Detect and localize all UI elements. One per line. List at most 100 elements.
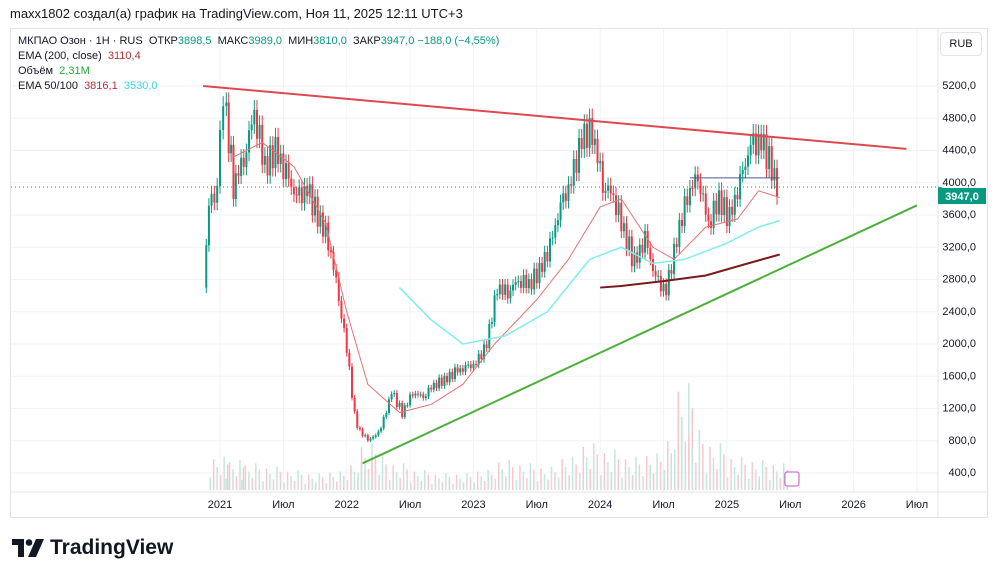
candle-body — [287, 162, 290, 179]
candle-body — [739, 174, 742, 200]
chart-frame[interactable] — [10, 28, 988, 518]
ema50100-label: EMA 50/100 — [18, 80, 78, 92]
candle-body — [230, 144, 233, 154]
legend: МКПАО Озон · 1H · RUS ОТКР3898,5 МАКС398… — [18, 34, 499, 94]
volume-bar — [226, 464, 229, 490]
volume-bar — [579, 472, 581, 490]
volume-bar — [758, 476, 760, 490]
volume-bar — [388, 480, 391, 490]
volume-bar — [709, 446, 711, 490]
volume-bar — [385, 464, 387, 490]
volume-bar — [311, 478, 313, 490]
volume-bar — [232, 469, 234, 490]
volume-bar — [765, 467, 767, 490]
candle-body — [496, 294, 499, 296]
candle-body — [207, 205, 210, 246]
candle-body — [340, 301, 343, 319]
ema50-line — [230, 141, 780, 414]
volume-bar — [614, 450, 616, 490]
candle-body — [694, 174, 697, 189]
y-tick-label: 3200,0 — [942, 241, 976, 253]
y-tick-label: 1600,0 — [942, 370, 976, 382]
volume-bar — [209, 477, 211, 490]
candle-body — [554, 225, 557, 238]
volume-bar — [480, 476, 482, 490]
volume-bar — [406, 469, 408, 490]
candle-body — [720, 190, 723, 216]
candle-body — [601, 161, 604, 193]
volume-bar — [663, 470, 666, 490]
support-trendline — [362, 204, 918, 465]
volume-bar — [557, 477, 560, 490]
candle-body — [327, 222, 330, 251]
volume-bar — [547, 479, 549, 490]
volume-bar — [339, 471, 342, 490]
ema100-value: 3530,0 — [123, 80, 158, 92]
candle-body — [300, 187, 303, 204]
candle-body — [691, 187, 694, 189]
candle-body — [533, 268, 536, 290]
volume-bar — [754, 469, 757, 490]
candle-body — [578, 137, 581, 173]
high-label: МАКС — [217, 35, 249, 47]
candle-body — [662, 283, 665, 292]
candle-body — [723, 197, 726, 216]
x-tick-label: 2026 — [841, 499, 865, 511]
volume-bar — [219, 474, 222, 490]
candle-body — [736, 194, 739, 200]
y-tick-label: 1200,0 — [942, 403, 976, 415]
volume-bar — [469, 477, 472, 490]
candle-body — [290, 178, 293, 188]
candle-body — [567, 184, 570, 201]
x-tick-label: Июл — [906, 499, 928, 511]
volume-bar — [420, 480, 423, 490]
volume-bar — [494, 478, 497, 490]
volume-bar — [638, 464, 641, 490]
candle-body — [762, 134, 765, 151]
candle-body — [535, 268, 538, 284]
candle-body — [530, 279, 533, 290]
volume-bar — [371, 459, 373, 490]
open-value: 3898,5 — [177, 35, 212, 47]
candle-body — [485, 344, 488, 349]
candle-body — [343, 318, 346, 329]
candle-body — [541, 263, 544, 272]
volume-bar — [212, 459, 215, 490]
volume-bar — [533, 469, 535, 490]
volume-bar — [586, 457, 588, 490]
candle-body — [633, 252, 636, 267]
volume-bar — [452, 483, 454, 490]
candle-body — [335, 270, 338, 278]
volume-bar — [239, 460, 241, 490]
volume-bar — [505, 476, 507, 490]
volume-bar — [265, 468, 268, 490]
last-price-connector — [937, 186, 943, 189]
candle-body — [387, 399, 390, 413]
volume-bar — [561, 459, 563, 490]
volume-bar — [378, 474, 380, 490]
candle-body — [549, 238, 551, 262]
candle-body — [509, 290, 512, 299]
candle-body — [271, 145, 274, 169]
legend-volume[interactable]: Объём 2,31M — [18, 64, 499, 79]
volume-bar — [462, 482, 465, 490]
candle-body — [364, 435, 367, 437]
candle-body — [245, 152, 248, 167]
volume-bar — [279, 472, 282, 490]
volume-bar — [445, 473, 447, 490]
volume-bar — [621, 477, 623, 490]
candle-body — [559, 202, 562, 221]
volume-bar — [536, 481, 539, 490]
volume-bar — [716, 468, 718, 490]
volume-bar — [357, 472, 359, 490]
volume-bar — [674, 450, 676, 490]
candle-body — [401, 402, 404, 417]
candle-body — [525, 275, 528, 289]
volume-bar — [490, 474, 493, 490]
volume-bar — [684, 467, 687, 490]
legend-ema200[interactable]: EMA (200, close) 3110,4 — [18, 49, 499, 64]
legend-ema50100[interactable]: EMA 50/100 3816,1 3530,0 — [18, 79, 499, 94]
currency-button[interactable]: RUB — [940, 32, 982, 56]
symbol-label: МКПАО Озон · 1H · RUS — [18, 35, 143, 47]
